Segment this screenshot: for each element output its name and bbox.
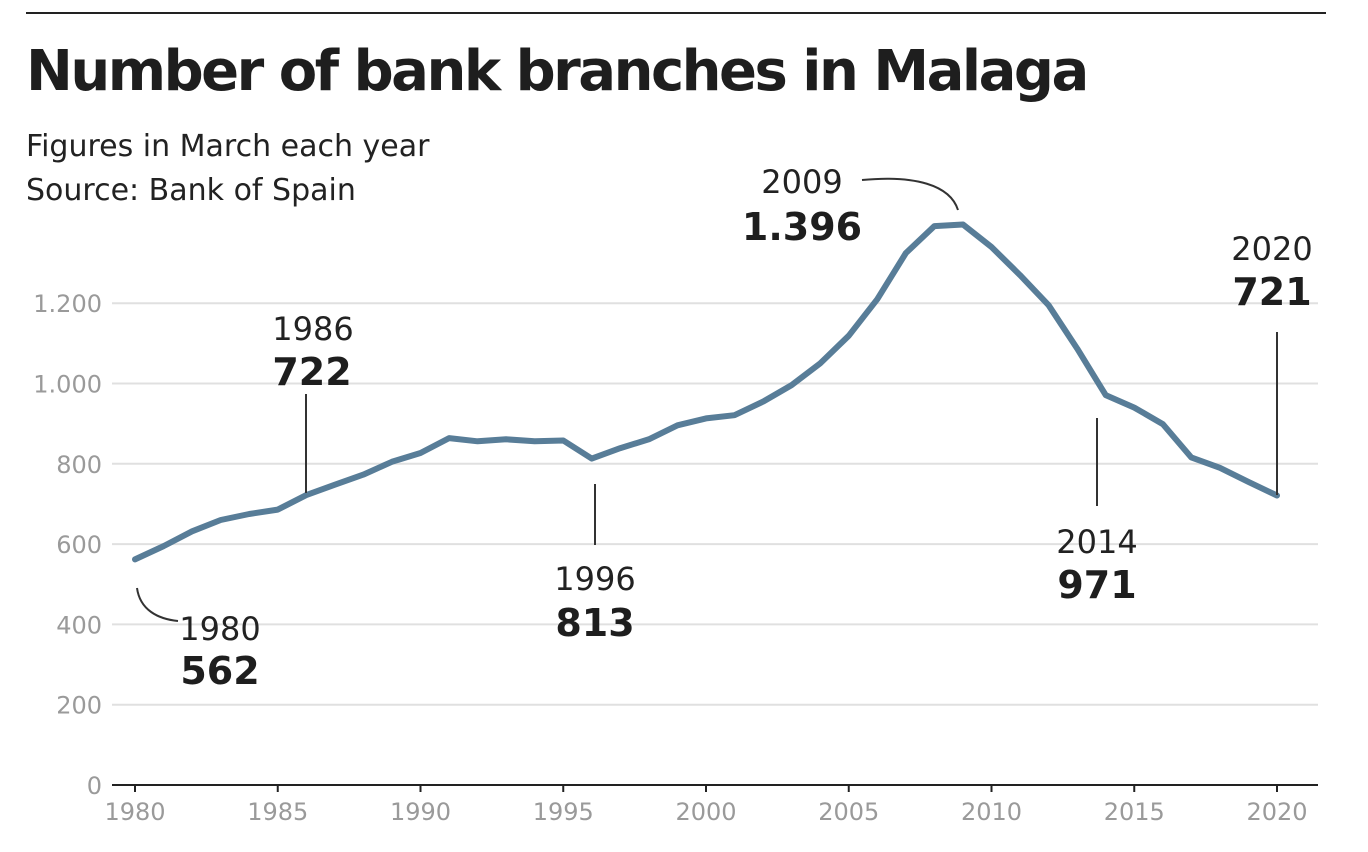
x-tick-label-2000: 2000 bbox=[675, 798, 736, 826]
data-point-1986 bbox=[303, 492, 309, 498]
y-tick-label-200: 200 bbox=[56, 692, 102, 720]
annotation-value-2009: 1.396 bbox=[742, 205, 862, 249]
annotation-value-2020: 721 bbox=[1232, 270, 1311, 314]
annotation-leader-2009 bbox=[861, 177, 959, 211]
data-point-1997 bbox=[617, 445, 623, 451]
data-point-1987 bbox=[332, 482, 338, 488]
data-point-1983 bbox=[218, 517, 224, 523]
data-point-2019 bbox=[1245, 479, 1251, 485]
data-point-1990 bbox=[418, 450, 424, 456]
data-point-2010 bbox=[989, 244, 995, 250]
data-point-1985 bbox=[275, 507, 281, 513]
x-tick-label-1980: 1980 bbox=[104, 798, 165, 826]
data-point-1991 bbox=[446, 435, 452, 441]
chart-source: Source: Bank of Spain bbox=[26, 173, 356, 208]
annotation-year-1996: 1996 bbox=[554, 560, 635, 598]
x-axis-ticks: 1980 1985 1990 1995 2000 2005 2010 2015 2020 bbox=[104, 785, 1308, 826]
data-point-2009 bbox=[960, 222, 966, 228]
data-point-1995 bbox=[560, 438, 566, 444]
data-point-2003 bbox=[789, 382, 795, 388]
x-tick-label-2020: 2020 bbox=[1246, 798, 1307, 826]
data-point-1999 bbox=[674, 422, 680, 428]
data-point-1992 bbox=[475, 438, 481, 444]
annotation-year-1980: 1980 bbox=[179, 610, 260, 648]
data-point-2015 bbox=[1131, 405, 1137, 411]
data-point-2018 bbox=[1217, 465, 1223, 471]
data-point-1996 bbox=[589, 456, 595, 462]
grid-lines bbox=[112, 302, 1318, 706]
data-point-2011 bbox=[1017, 272, 1023, 278]
data-point-1988 bbox=[360, 472, 366, 478]
annotation-value-1986: 722 bbox=[272, 350, 351, 394]
data-point-2008 bbox=[931, 223, 937, 229]
annotation-year-2014: 2014 bbox=[1056, 523, 1137, 561]
data-point-2014 bbox=[1103, 392, 1109, 398]
data-point-1998 bbox=[646, 436, 652, 442]
x-tick-label-1985: 1985 bbox=[247, 798, 308, 826]
data-point-2001 bbox=[732, 412, 738, 418]
annotation-value-2014: 971 bbox=[1057, 563, 1136, 607]
series-group bbox=[132, 221, 1280, 563]
annotation-value-1980: 562 bbox=[180, 649, 259, 693]
x-tick-label-1995: 1995 bbox=[533, 798, 594, 826]
data-point-1980 bbox=[132, 556, 138, 562]
data-point-2016 bbox=[1160, 421, 1166, 427]
data-point-2000 bbox=[703, 415, 709, 421]
data-point-1984 bbox=[246, 511, 252, 517]
y-axis-ticks: 0 200 400 600 800 1.000 1.200 bbox=[33, 290, 102, 800]
x-tick-label-2010: 2010 bbox=[961, 798, 1022, 826]
annotation-value-1996: 813 bbox=[555, 601, 634, 645]
annotation-leader-1980 bbox=[136, 587, 179, 622]
data-point-1993 bbox=[503, 436, 509, 442]
y-tick-label-1200: 1.200 bbox=[33, 290, 102, 318]
x-tick-label-2015: 2015 bbox=[1104, 798, 1165, 826]
chart-title: Number of bank branches in Malaga bbox=[26, 39, 1089, 104]
data-point-2013 bbox=[1074, 346, 1080, 352]
annotation-year-1986: 1986 bbox=[272, 310, 353, 348]
data-point-2012 bbox=[1046, 302, 1052, 308]
data-point-1981 bbox=[161, 543, 167, 549]
annotation-year-2009: 2009 bbox=[761, 163, 842, 201]
data-point-1989 bbox=[389, 459, 395, 465]
series-line bbox=[132, 221, 1280, 563]
y-tick-label-800: 800 bbox=[56, 451, 102, 479]
annotation-year-2020: 2020 bbox=[1231, 230, 1312, 268]
data-point-2017 bbox=[1188, 454, 1194, 460]
chart-subtitle: Figures in March each year bbox=[26, 129, 430, 164]
data-point-2007 bbox=[903, 250, 909, 256]
data-point-2004 bbox=[817, 360, 823, 366]
y-tick-label-400: 400 bbox=[56, 611, 102, 639]
y-tick-label-0: 0 bbox=[87, 772, 102, 800]
x-tick-label-1990: 1990 bbox=[390, 798, 451, 826]
data-point-2005 bbox=[846, 333, 852, 339]
data-point-1994 bbox=[532, 438, 538, 444]
y-tick-label-1000: 1.000 bbox=[33, 371, 102, 399]
y-tick-label-600: 600 bbox=[56, 531, 102, 559]
data-point-2006 bbox=[874, 296, 880, 302]
x-tick-label-2005: 2005 bbox=[818, 798, 879, 826]
data-point-2002 bbox=[760, 399, 766, 405]
top-rule bbox=[26, 12, 1326, 14]
data-point-1982 bbox=[189, 528, 195, 534]
